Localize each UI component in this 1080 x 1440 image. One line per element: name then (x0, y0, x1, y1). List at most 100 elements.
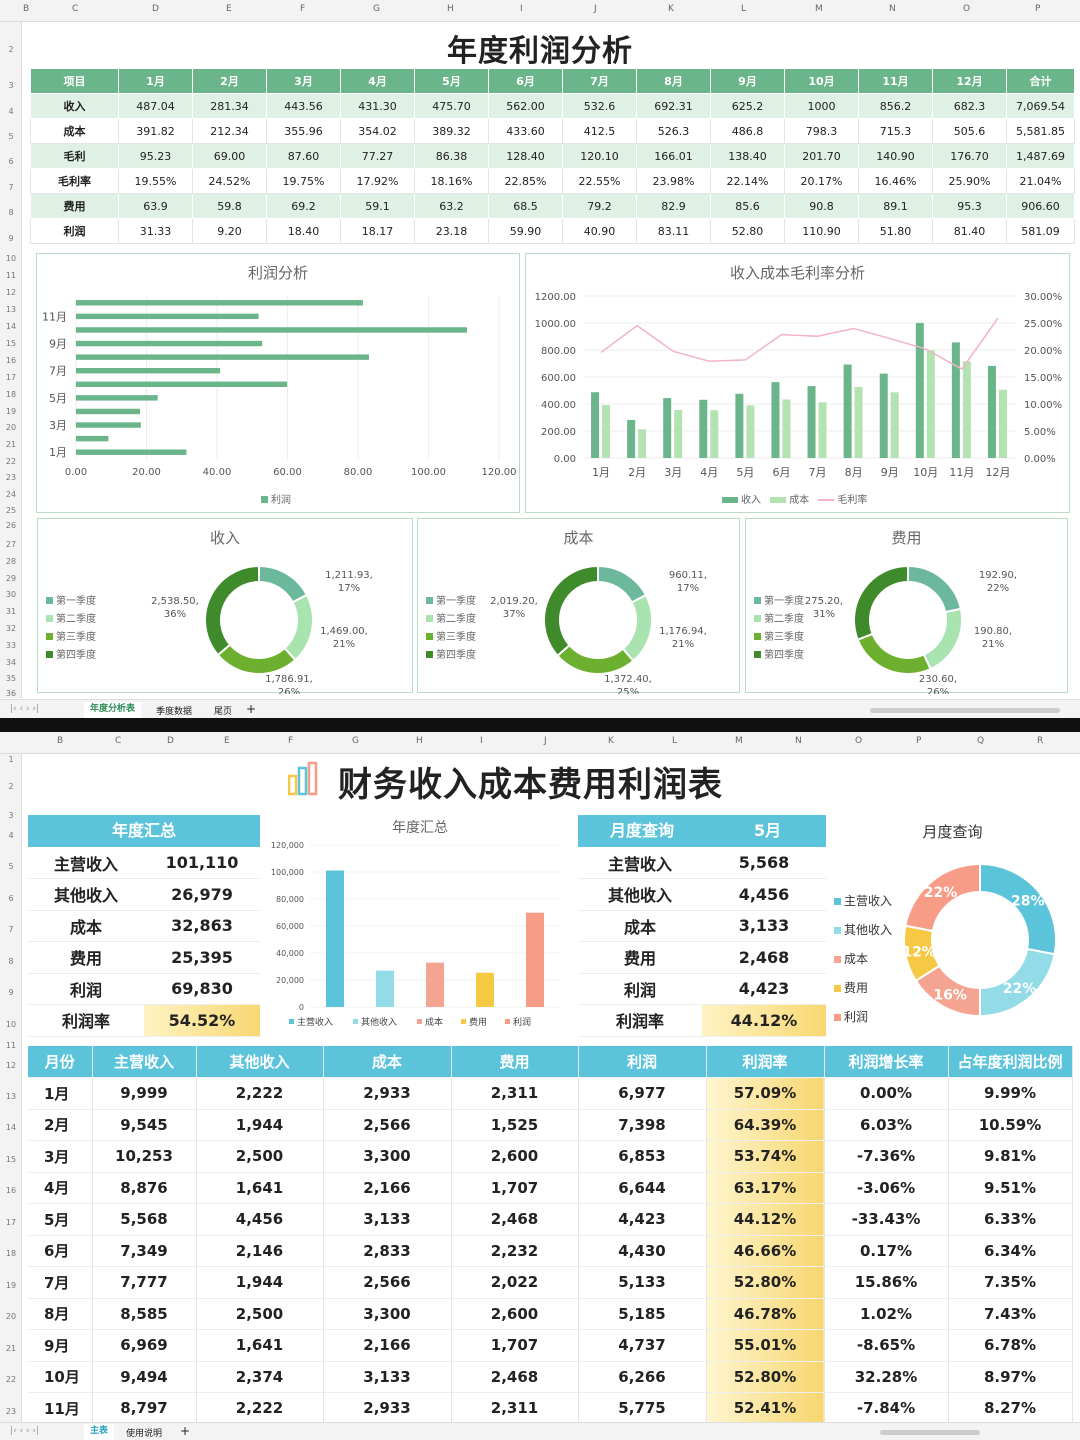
profit-bar (76, 449, 187, 455)
month-selector[interactable]: 5月 (754, 821, 782, 840)
profit-bar (76, 422, 141, 428)
table-cell: 1,707 (451, 1329, 579, 1362)
revenue-bar (699, 399, 708, 458)
data-label: 1,786.91, (265, 674, 313, 685)
data-label: 2,538.50, (151, 596, 199, 607)
legend-label: 第一季度 (56, 596, 96, 607)
tab-quarter[interactable]: 季度数据 (156, 707, 193, 717)
row-number: 23 (5, 473, 17, 482)
donut-svg: 28% 22% 16% 12% 22% (902, 862, 1057, 1018)
summary-row: 费用 2,468 (578, 942, 826, 973)
tab-instructions[interactable]: 使用说明 (126, 1429, 163, 1439)
table-row: 毛利 95.23 69.00 87.60 77.27 86.38 128.40 120.10 1… (30, 143, 1075, 169)
legend-item: 第一季度 (46, 593, 96, 611)
table-cell: 53.74% (706, 1140, 825, 1173)
legend-label: 成本 (844, 952, 869, 966)
table-cell: 0.17% (824, 1235, 949, 1267)
column-letter: N (889, 4, 896, 14)
table-cell: 487.04 (118, 93, 193, 119)
header-cell: 项目 (30, 68, 119, 94)
tab-last[interactable]: 尾页 (214, 707, 233, 717)
header-cell: 月份 (28, 1046, 93, 1078)
revenue-bar (807, 386, 816, 458)
x-tick-label: 10月 (913, 466, 938, 479)
summary-row: 利润 69,830 (28, 973, 260, 1005)
x-tick-label: 120.00 (482, 467, 517, 478)
data-label: 16% (933, 987, 967, 1003)
tab-annual[interactable]: 年度分析表 (84, 702, 142, 718)
table-cell: 22.14% (710, 168, 785, 194)
profit-bar (76, 381, 288, 388)
revenue-bar (987, 365, 996, 458)
header-cell: 3月 (266, 68, 341, 94)
legend-label: 主营收入 (844, 894, 893, 908)
legend-item: 费用 (834, 974, 892, 1003)
y-tick-label: 400.00 (541, 400, 576, 411)
table-cell: 5,568 (92, 1203, 197, 1236)
row-number: 1 (8, 755, 14, 764)
tab-nav-arrows[interactable]: |‹ ‹ › ›| (10, 1426, 40, 1436)
table-cell: 2,933 (323, 1392, 452, 1425)
y-tick-label: 40,000 (276, 949, 304, 958)
tab-main[interactable]: 主表 (84, 1424, 115, 1440)
column-letter: G (373, 4, 380, 14)
row-number: 3 (8, 81, 14, 90)
row-number: 11 (5, 271, 17, 280)
table-cell: 81.40 (932, 218, 1007, 244)
cost-bar (638, 429, 647, 458)
y-tick-label: 100,000 (271, 868, 304, 877)
table-cell: 6.34% (948, 1235, 1073, 1267)
legend-revenue: 收入 (741, 495, 761, 506)
legend-item: 第一季度 (754, 593, 804, 611)
horizontal-scrollbar[interactable] (880, 1430, 980, 1435)
legend-margin: 毛利率 (837, 495, 868, 506)
table-cell: 9,494 (92, 1361, 197, 1393)
legend-item: 第二季度 (46, 611, 96, 629)
summary-value: 54.52% (144, 1004, 260, 1036)
profit-bar (76, 408, 141, 415)
data-label: 22% (924, 885, 958, 901)
horizontal-scrollbar[interactable] (870, 708, 1060, 713)
table-cell: 68.5 (488, 193, 563, 219)
column-letter: P (916, 736, 922, 746)
add-sheet-button[interactable]: + (180, 1424, 191, 1438)
legend-swatch (461, 1019, 466, 1024)
table-cell: 52.41% (706, 1392, 825, 1425)
row-number: 18 (5, 1249, 17, 1258)
data-label: 22% (1003, 981, 1037, 997)
month-label: 5月 (28, 1203, 93, 1236)
data-label: 26% (278, 687, 300, 694)
table-cell: 44.12% (706, 1203, 825, 1236)
table-cell: 22.55% (562, 168, 637, 194)
tab-nav-arrows[interactable]: |‹ ‹ › ›| (10, 704, 40, 714)
donut-svg: 960.11, 17% 1,176.94, 21% 1,372.40, 25% 2,019.… (490, 564, 707, 694)
chart-title: 月度查询 (922, 823, 983, 841)
chart-legend: 第一季度 第二季度 第三季度 第四季度 (426, 593, 476, 665)
cost-bar (746, 405, 755, 458)
table-cell: 7,349 (92, 1235, 197, 1267)
column-letter: H (416, 736, 423, 746)
row-number: 17 (5, 1218, 17, 1227)
data-label: 1,211.93, (325, 570, 373, 581)
table-row: 5月 5,568 4,456 3,133 2,468 4,423 44.12% -33.43%… (28, 1203, 1073, 1236)
legend-label: 第三季度 (56, 632, 96, 643)
profit-bar (76, 313, 259, 320)
row-number: 12 (5, 288, 17, 297)
legend-label: 其他收入 (844, 923, 893, 937)
header-cell: 主营收入 (92, 1046, 197, 1078)
table-cell: 5,581.85 (1006, 118, 1075, 144)
legend-label: 第二季度 (764, 614, 804, 625)
table-header-row: 月份 主营收入 其他收入 成本 费用 利润 利润率 利润增长率 占年度利润比例 (28, 1046, 1073, 1078)
summary-bar (426, 962, 444, 1007)
legend-label: 第四季度 (764, 650, 804, 661)
column-letter: M (815, 4, 823, 14)
column-letter: C (72, 4, 79, 14)
legend-cost: 成本 (789, 495, 810, 506)
legend-item: 第三季度 (426, 629, 476, 647)
month-label: 7月 (28, 1266, 93, 1299)
add-sheet-button[interactable]: + (246, 702, 257, 716)
table-cell: 355.96 (266, 118, 341, 144)
table-cell: 1,487.69 (1006, 143, 1075, 169)
column-letter: D (152, 4, 159, 14)
donut-slice (204, 564, 260, 657)
